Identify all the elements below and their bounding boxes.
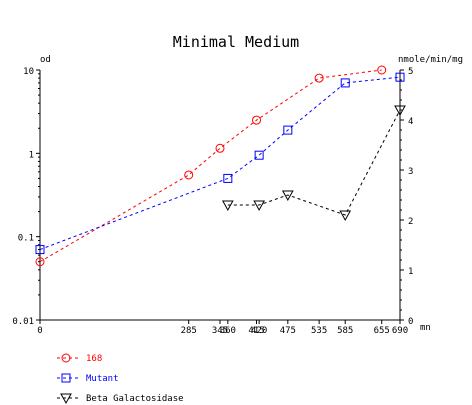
data-point-168: [35, 257, 45, 267]
legend-label-beta-galactosidase: Beta Galactosidase: [86, 394, 184, 404]
legend-marker-beta-galactosidase: [60, 393, 72, 405]
data-point-mutant: [223, 173, 233, 183]
data-point-mutant: [395, 72, 405, 82]
y-left-tick-label: 0.01: [12, 317, 34, 327]
data-point-168: [377, 65, 387, 75]
data-point-168: [252, 115, 262, 125]
x-tick-label: 0: [37, 326, 42, 336]
y-left-tick-label: 0.1: [18, 234, 34, 244]
x-tick-label: 360: [220, 326, 236, 336]
x-tick-label: 655: [374, 326, 390, 336]
x-tick-label: 345: [212, 326, 228, 336]
y-left-tick-label: 1: [29, 150, 34, 160]
series-mutant: [35, 72, 405, 255]
legend-marker-mutant: [61, 373, 71, 383]
data-point-beta-galactosidase: [221, 200, 234, 212]
legend: 168 Mutant Beta Galactosidase: [57, 353, 184, 405]
y-right-tick-label: 3: [408, 167, 413, 177]
x-tick-label: 415: [248, 326, 264, 336]
data-point-beta-galactosidase: [281, 190, 294, 202]
y-right-tick-label: 5: [408, 67, 413, 77]
series-line-mutant: [39, 76, 401, 251]
legend-item-beta-galactosidase: Beta Galactosidase: [57, 393, 184, 405]
x-tick-label: 690: [392, 326, 408, 336]
x-tick-label: 285: [181, 326, 197, 336]
data-point-beta-galactosidase: [339, 210, 352, 222]
x-tick-label: 535: [311, 326, 327, 336]
legend-label-mutant: Mutant: [86, 374, 119, 384]
y-right-tick-label: 0: [408, 317, 413, 327]
y-right-tick-label: 2: [408, 217, 413, 227]
legend-marker-168: [61, 353, 71, 363]
chart-title: Minimal Medium: [173, 33, 299, 51]
data-point-beta-galactosidase: [394, 105, 406, 117]
y-right-tick-label: 4: [408, 117, 413, 127]
data-point-mutant: [283, 125, 293, 135]
series-group: [35, 65, 406, 267]
data-point-mutant: [254, 150, 264, 160]
data-point-168: [314, 73, 324, 83]
y-right-label: nmole/min/mg: [398, 55, 463, 65]
series-beta-galactosidase: [221, 105, 406, 222]
data-point-beta-galactosidase: [253, 200, 265, 212]
data-point-mutant: [35, 245, 45, 255]
y-right-tick-label: 1: [408, 267, 413, 277]
legend-item-168: 168: [57, 353, 102, 364]
series-168: [35, 65, 387, 267]
data-point-mutant: [340, 78, 350, 88]
series-line-beta-galactosidase: [227, 109, 401, 216]
series-line-168: [39, 69, 382, 263]
x-tick-label: 475: [280, 326, 296, 336]
y-left-label: od: [40, 55, 51, 65]
x-tick-label: 585: [337, 326, 353, 336]
legend-item-mutant: Mutant: [57, 373, 119, 384]
legend-label-168: 168: [86, 354, 102, 364]
data-point-168: [184, 170, 194, 180]
data-point-168: [215, 143, 225, 153]
x-tick-label: 420: [251, 326, 267, 336]
y-left-tick-label: 10: [23, 67, 34, 77]
x-axis-label: mn: [420, 323, 431, 333]
